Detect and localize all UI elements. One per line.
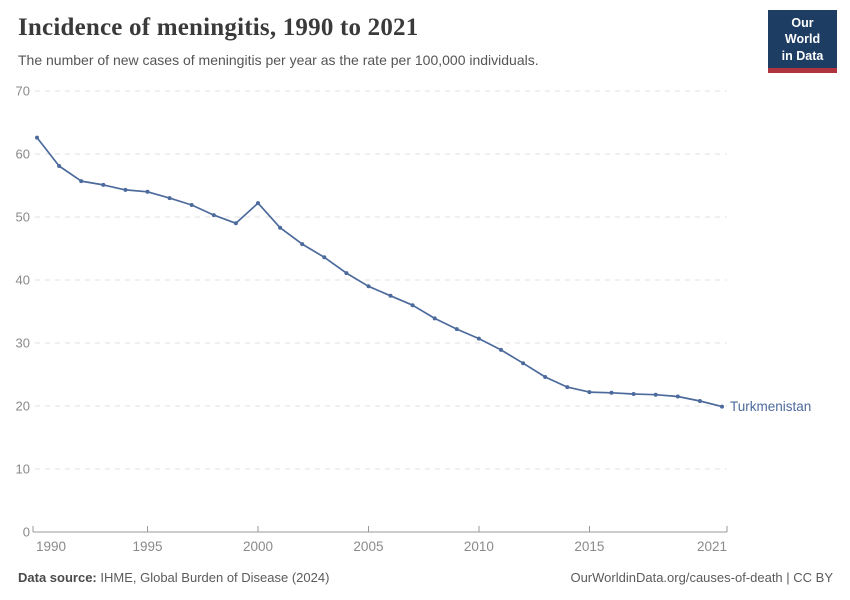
chart-subtitle: The number of new cases of meningitis pe…: [18, 52, 539, 68]
data-point[interactable]: [322, 255, 327, 260]
x-axis-label: 2000: [243, 539, 273, 554]
data-point[interactable]: [521, 361, 526, 366]
data-point[interactable]: [57, 164, 62, 168]
data-point[interactable]: [35, 135, 39, 140]
data-point[interactable]: [189, 203, 194, 207]
data-point[interactable]: [300, 242, 305, 247]
attribution-link[interactable]: OurWorldinData.org/causes-of-death | CC …: [570, 570, 833, 585]
data-point[interactable]: [410, 303, 415, 308]
x-axis-label: 2021: [697, 539, 727, 554]
data-point[interactable]: [697, 399, 702, 403]
data-point[interactable]: [432, 316, 437, 321]
y-axis-label: 10: [16, 462, 30, 477]
data-point[interactable]: [145, 189, 150, 194]
data-line[interactable]: [36, 136, 723, 408]
data-point[interactable]: [278, 225, 283, 230]
data-point[interactable]: [167, 196, 172, 201]
data-point[interactable]: [720, 404, 724, 409]
x-axis-label: 2005: [353, 539, 383, 554]
owid-logo-line1: Our World: [784, 16, 821, 47]
data-point[interactable]: [366, 284, 371, 289]
x-axis-label: 1995: [132, 539, 162, 554]
y-axis-label: 50: [16, 210, 30, 225]
data-point[interactable]: [499, 347, 503, 352]
chart-footer: Data source: IHME, Global Burden of Dise…: [18, 570, 833, 585]
owid-logo-line2: in Data: [781, 48, 824, 63]
data-point[interactable]: [587, 390, 592, 395]
x-axis-label: 2015: [574, 539, 604, 554]
x-axis-label: 2010: [464, 539, 494, 554]
data-point[interactable]: [543, 375, 548, 379]
y-axis-label: 70: [16, 84, 30, 99]
y-axis-label: 30: [16, 336, 30, 351]
data-point[interactable]: [454, 327, 459, 332]
data-point[interactable]: [344, 271, 349, 276]
data-point[interactable]: [233, 221, 238, 226]
data-source-value: IHME, Global Burden of Disease (2024): [100, 570, 330, 585]
data-point[interactable]: [675, 394, 680, 399]
y-axis-label: 0: [23, 525, 30, 540]
data-point[interactable]: [653, 392, 658, 397]
data-point[interactable]: [609, 390, 614, 395]
y-axis-label: 40: [16, 273, 30, 288]
y-axis-label: 60: [16, 147, 30, 162]
data-point[interactable]: [256, 201, 260, 206]
data-point[interactable]: [388, 293, 393, 298]
y-axis-label: 20: [16, 399, 30, 414]
owid-logo[interactable]: Our World in Data: [768, 10, 837, 73]
x-axis-label: 1990: [36, 539, 66, 554]
data-point[interactable]: [476, 336, 481, 341]
data-point[interactable]: [631, 392, 636, 396]
data-source: Data source: IHME, Global Burden of Dise…: [18, 570, 329, 585]
page-title: Incidence of meningitis, 1990 to 2021: [18, 14, 419, 41]
data-point[interactable]: [123, 187, 128, 192]
data-point[interactable]: [565, 385, 570, 390]
data-source-label: Data source:: [18, 570, 97, 585]
entity-label[interactable]: Turkmenistan: [730, 399, 811, 414]
data-point[interactable]: [211, 213, 216, 218]
data-point[interactable]: [79, 179, 84, 184]
data-point[interactable]: [101, 182, 106, 187]
